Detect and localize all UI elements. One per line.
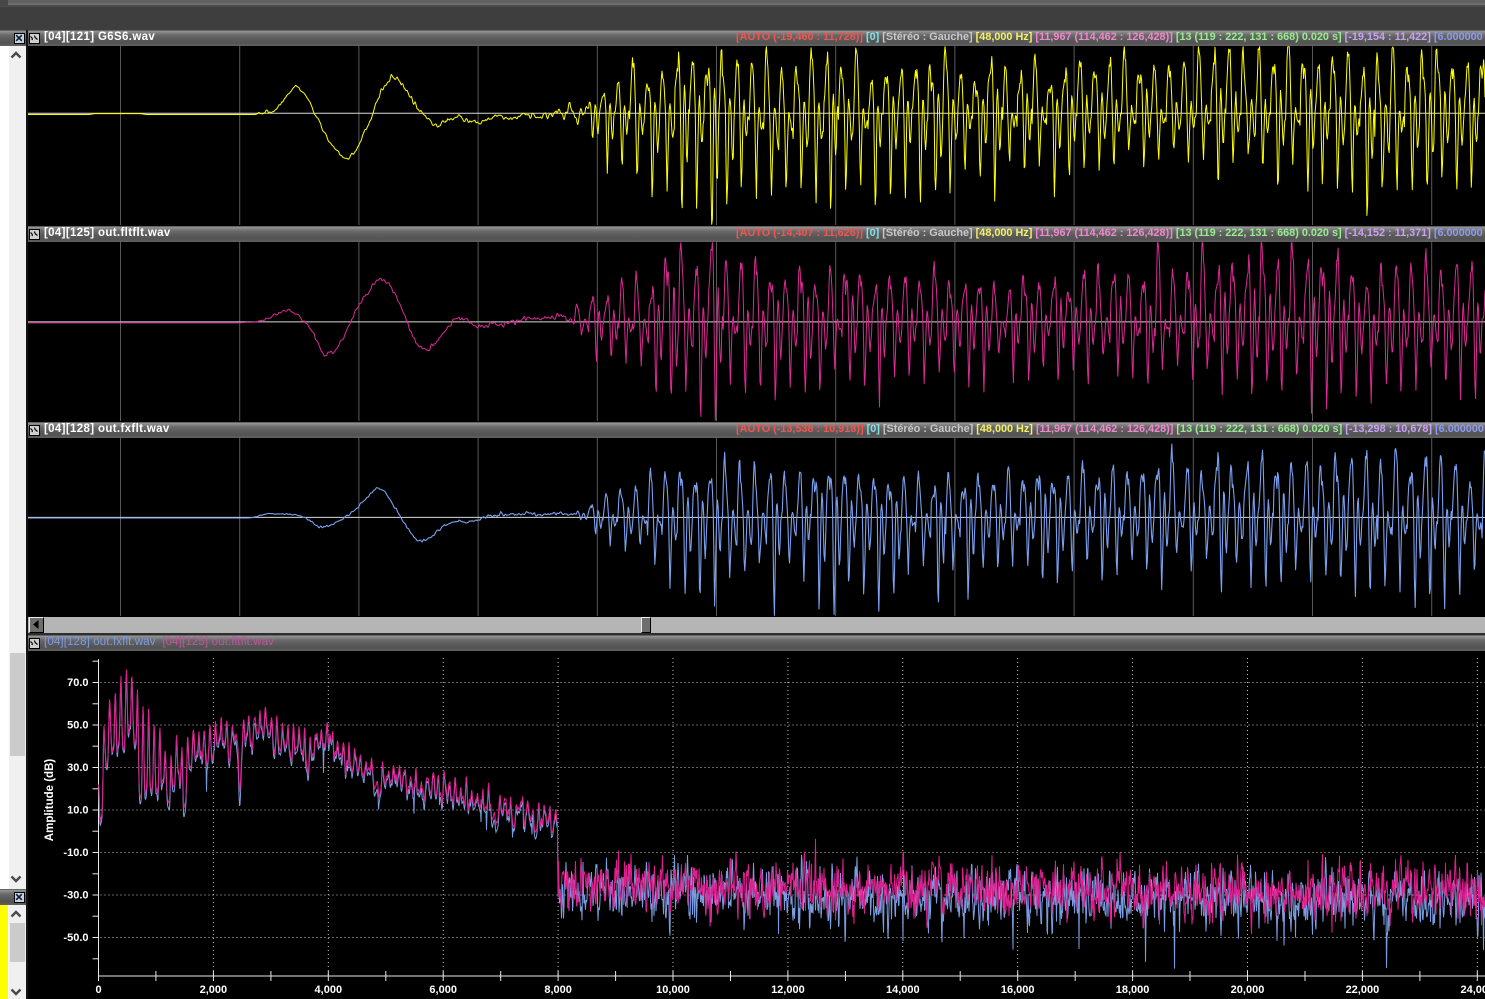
svg-text:6,000: 6,000 bbox=[429, 984, 457, 996]
svg-text:18,000: 18,000 bbox=[1116, 984, 1150, 996]
svg-text:2,000: 2,000 bbox=[200, 984, 228, 996]
svg-text:8,000: 8,000 bbox=[544, 984, 572, 996]
svg-text:Amplitude (dB): Amplitude (dB) bbox=[44, 759, 56, 842]
svg-text:30.0: 30.0 bbox=[67, 762, 88, 774]
svg-text:-10.0: -10.0 bbox=[63, 847, 88, 859]
svg-text:14,000: 14,000 bbox=[886, 984, 920, 996]
svg-text:-50.0: -50.0 bbox=[63, 932, 88, 944]
svg-text:-30.0: -30.0 bbox=[63, 890, 88, 902]
svg-text:20,000: 20,000 bbox=[1231, 984, 1265, 996]
svg-text:0: 0 bbox=[95, 984, 101, 996]
svg-text:50.0: 50.0 bbox=[67, 720, 88, 732]
svg-text:4,000: 4,000 bbox=[315, 984, 343, 996]
svg-text:24,000: 24,000 bbox=[1460, 984, 1485, 996]
svg-text:16,000: 16,000 bbox=[1001, 984, 1035, 996]
svg-text:22,000: 22,000 bbox=[1346, 984, 1380, 996]
svg-text:10,000: 10,000 bbox=[656, 984, 690, 996]
svg-text:70.0: 70.0 bbox=[67, 677, 88, 689]
svg-text:12,000: 12,000 bbox=[771, 984, 805, 996]
svg-text:10.0: 10.0 bbox=[67, 805, 88, 817]
